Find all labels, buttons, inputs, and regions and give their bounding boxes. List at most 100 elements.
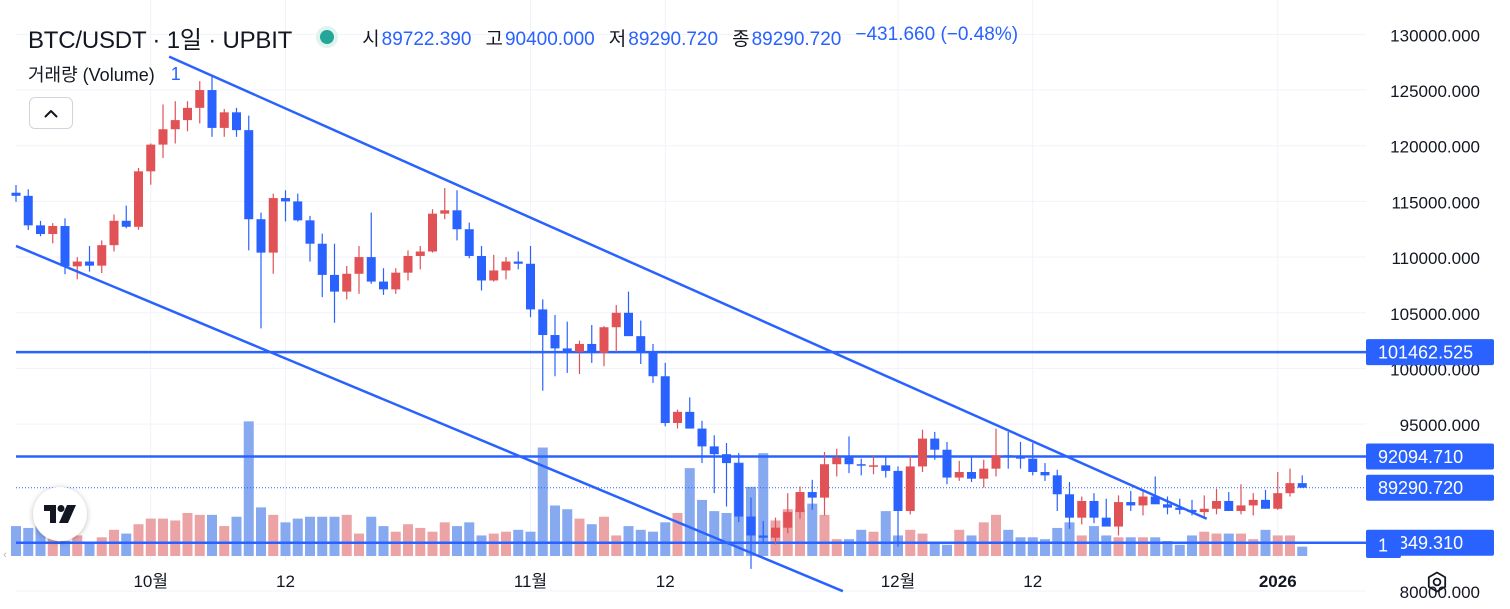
candle-body	[354, 257, 364, 274]
candle-body	[477, 255, 486, 281]
candle-body	[452, 210, 462, 230]
change-value: −431.660 (−0.48%)	[855, 23, 1019, 45]
candle-body	[109, 220, 119, 246]
high-value: 90400.000	[504, 28, 595, 50]
candle-body	[183, 107, 192, 121]
candle	[293, 193, 303, 222]
volume-bar	[1187, 535, 1197, 556]
volume-bar	[623, 526, 634, 556]
volume-bar	[684, 468, 695, 556]
volume-bar	[488, 533, 499, 556]
price-label-box	[1366, 532, 1401, 558]
candle	[366, 212, 376, 284]
candle	[881, 457, 891, 478]
candle-body	[232, 112, 241, 131]
candle-body	[317, 243, 327, 275]
candle	[219, 108, 229, 137]
candle-body	[856, 464, 866, 466]
candle-body	[489, 270, 499, 281]
candle	[1163, 496, 1172, 515]
candle-body	[195, 90, 205, 108]
candle	[636, 320, 646, 364]
candle	[1126, 490, 1136, 511]
price-label-text: 101462.525	[1378, 343, 1473, 363]
candle-body	[170, 120, 180, 130]
volume-label: 거래량 (Volume)	[28, 65, 155, 85]
candle-body	[415, 251, 425, 256]
tradingview-logo[interactable]	[33, 487, 87, 541]
chart-legend: BTC/USDT · 1일 · UPBIT 시 89722.390 고 90400.…	[28, 22, 1019, 54]
candle	[1150, 476, 1160, 505]
volume-value: 1	[170, 63, 181, 84]
low-label: 저	[608, 28, 627, 50]
candle	[281, 190, 290, 222]
candle-body	[967, 472, 976, 479]
y-tick-label: 100000.000	[1390, 360, 1480, 379]
volume-bar	[170, 520, 181, 556]
candle-body	[244, 130, 254, 220]
candle	[268, 193, 278, 274]
candle-body	[1212, 500, 1221, 509]
candle-body	[513, 261, 523, 264]
scroll-left-handle[interactable]: ‹	[3, 549, 7, 561]
price-label-box	[1366, 474, 1494, 501]
volume-bar	[1089, 526, 1099, 556]
price-level-label: 92094.710	[1366, 443, 1494, 470]
volume-bar	[1211, 533, 1222, 556]
chart-settings-button[interactable]	[1423, 568, 1451, 596]
price-label-text: 92094.710	[1378, 447, 1463, 467]
y-tick-label: 125000.000	[1390, 82, 1480, 101]
candle-body	[709, 446, 719, 455]
volume-bar	[1272, 535, 1283, 556]
candle-body	[795, 492, 805, 513]
candle	[452, 190, 462, 241]
candle-body	[293, 201, 303, 221]
candle-body	[758, 535, 768, 538]
candle-body	[207, 90, 217, 128]
volume-bar	[96, 537, 107, 556]
volume-bar	[991, 514, 1001, 556]
candle-body	[869, 465, 878, 467]
symbol-title[interactable]: BTC/USDT · 1일 · UPBIT	[28, 26, 293, 54]
volume-bar	[1027, 537, 1038, 556]
collapse-legend-button[interactable]	[29, 97, 73, 129]
candle-body	[685, 411, 695, 429]
candle	[85, 245, 94, 272]
volume-bar	[537, 447, 548, 556]
candle	[1089, 493, 1099, 524]
candle	[489, 254, 499, 282]
volume-bar	[978, 522, 989, 556]
candle	[844, 436, 854, 474]
volume-bar	[611, 535, 622, 556]
candle-body	[1236, 505, 1246, 511]
candle	[403, 250, 413, 281]
candle-body	[562, 348, 572, 352]
volume-bar	[60, 541, 70, 556]
candle	[464, 222, 474, 259]
candle-body	[746, 516, 756, 536]
volume-legend[interactable]: 거래량 (Volume) 1	[28, 62, 181, 86]
x-tick-label: 12월	[881, 572, 916, 591]
price-label-text: 89290.720	[1378, 478, 1463, 498]
candle	[121, 205, 131, 229]
candle-body	[146, 144, 156, 172]
candle-body	[121, 220, 131, 227]
candle-body	[550, 335, 560, 349]
candle	[1138, 489, 1148, 516]
volume-bar	[194, 514, 205, 556]
trendline[interactable]	[168, 55, 1208, 520]
y-tick-label: 80000.000	[1400, 583, 1480, 602]
trendline[interactable]	[15, 244, 844, 593]
y-tick-label: 120000.000	[1390, 138, 1480, 157]
candle	[146, 143, 156, 185]
low-value: 89290.720	[628, 28, 719, 50]
volume-bar	[1297, 546, 1308, 556]
candle	[317, 233, 327, 298]
candle	[771, 517, 780, 545]
candle	[60, 218, 70, 275]
candle	[758, 521, 768, 543]
volume-bar	[1174, 544, 1185, 556]
volume-bar	[550, 505, 560, 556]
